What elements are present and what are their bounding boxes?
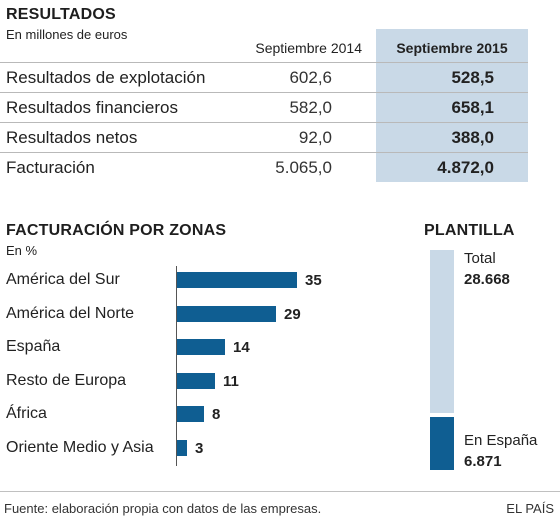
highlight-column-2015	[376, 29, 528, 182]
brand-label: EL PAÍS	[506, 501, 554, 516]
plantilla-spain-label: En España	[464, 432, 538, 449]
plantilla-spain-bar	[430, 417, 454, 470]
bar-category-label: España	[6, 338, 61, 355]
results-title: RESULTADOS	[6, 6, 116, 23]
bar	[177, 272, 297, 288]
value-2015: 658,1	[451, 98, 494, 117]
value-2015: 4.872,0	[437, 158, 494, 177]
chart-title: FACTURACIÓN POR ZONAS	[6, 222, 227, 239]
bar-value-label: 14	[233, 339, 250, 356]
bar-value-label: 29	[284, 305, 301, 323]
bar	[177, 372, 215, 389]
row-label: Resultados financieros	[6, 98, 178, 117]
plantilla-total-label: Total	[464, 250, 496, 267]
plantilla-title: PLANTILLA	[424, 222, 515, 239]
bar-category-label: América del Norte	[6, 304, 135, 322]
chart-subtitle: En %	[6, 243, 38, 258]
plantilla-total-value: 28.668	[464, 271, 510, 288]
footer-divider	[0, 491, 560, 492]
value-2015: 528,5	[451, 68, 494, 87]
bar-value-label: 11	[223, 372, 239, 390]
row-label: Resultados netos	[6, 128, 138, 147]
bar-value-label: 3	[195, 439, 204, 457]
bar-category-label: Resto de Europa	[6, 371, 127, 389]
row-label: Resultados de explotación	[6, 68, 206, 87]
column-header-2015: Septiembre 2015	[396, 40, 508, 56]
bar-value-label: 35	[305, 272, 322, 289]
value-2014: 5.065,0	[275, 158, 332, 177]
value-2015: 388,0	[451, 128, 494, 147]
value-2014: 602,6	[289, 68, 332, 87]
plantilla-total-bar	[430, 250, 454, 413]
row-divider	[0, 122, 528, 123]
row-divider	[0, 152, 528, 153]
row-divider	[0, 92, 528, 93]
value-2014: 92,0	[298, 128, 332, 147]
value-2014: 582,0	[289, 98, 332, 117]
row-label: Facturación	[6, 158, 95, 177]
source-note: Fuente: elaboración propia con datos de …	[4, 501, 322, 516]
bar-category-label: Oriente Medio y Asia	[6, 438, 154, 456]
bar-category-label: África	[6, 405, 47, 422]
bar	[177, 305, 276, 322]
bar-category-label: América del Sur	[6, 271, 120, 288]
chart-axis	[176, 266, 177, 466]
row-divider	[0, 62, 528, 63]
bar	[177, 406, 204, 422]
column-header-2014: Septiembre 2014	[255, 40, 362, 56]
bar	[177, 439, 187, 456]
bar-value-label: 8	[212, 406, 221, 423]
plantilla-spain-value: 6.871	[464, 453, 502, 470]
results-subtitle: En millones de euros	[6, 27, 128, 42]
bar	[177, 339, 225, 355]
